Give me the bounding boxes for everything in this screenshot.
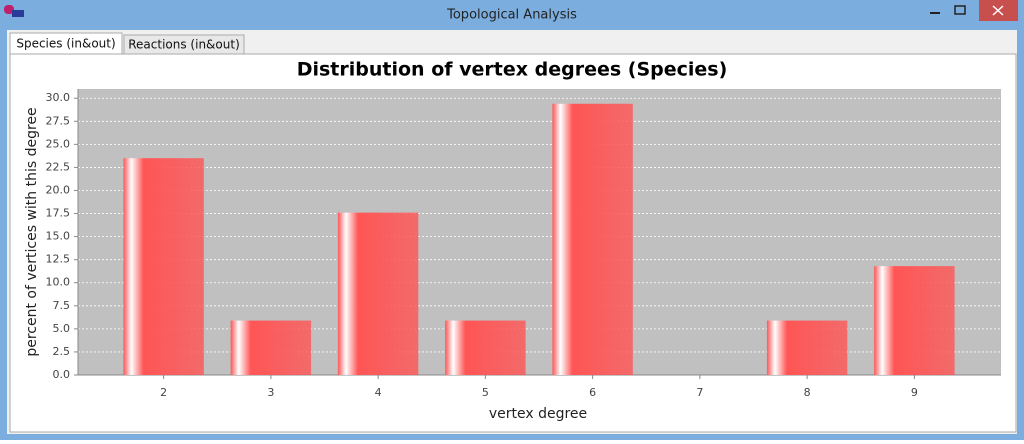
x-tick-label: 7 (696, 386, 703, 399)
y-tick-label: 0.0 (53, 368, 71, 381)
x-tick-label: 3 (267, 386, 274, 399)
x-tick-label: 9 (911, 386, 918, 399)
window-title: Topological Analysis (446, 8, 577, 23)
x-tick-label: 5 (482, 386, 489, 399)
y-tick-label: 10.0 (46, 276, 71, 289)
y-tick-label: 2.5 (53, 345, 71, 358)
x-tick-label: 8 (804, 386, 811, 399)
close-icon (992, 5, 1004, 16)
maximize-button[interactable] (954, 5, 966, 15)
bar (766, 320, 848, 375)
y-tick-label: 5.0 (53, 322, 71, 335)
x-tick-label: 2 (160, 386, 167, 399)
y-tick-label: 7.5 (53, 299, 71, 312)
x-axis-label: vertex degree (489, 406, 587, 422)
y-tick-label: 25.0 (46, 137, 71, 150)
x-tick-label: 6 (589, 386, 596, 399)
y-tick-label: 17.5 (46, 207, 71, 220)
y-tick-label: 15.0 (46, 230, 71, 243)
bar (874, 266, 955, 375)
y-tick-label: 22.5 (46, 160, 71, 173)
bar (230, 320, 312, 375)
minimize-button[interactable] (930, 12, 940, 14)
bar (552, 103, 633, 375)
y-tick-label: 20.0 (46, 183, 71, 196)
y-axis-label: percent of vertices with this degree (24, 107, 40, 356)
y-tick-label: 27.5 (46, 114, 71, 127)
bar (337, 212, 419, 375)
x-tick-label: 4 (375, 386, 382, 399)
app-icon (4, 5, 14, 14)
tab-label[interactable]: Reactions (in&out) (128, 38, 240, 52)
y-tick-label: 12.5 (46, 253, 71, 266)
chart-title: Distribution of vertex degrees (Species) (297, 59, 728, 81)
plot-area (78, 89, 1001, 375)
bar (445, 320, 526, 375)
bar (123, 158, 204, 375)
tab-label[interactable]: Species (in&out) (16, 37, 115, 51)
y-tick-label: 30.0 (46, 91, 71, 104)
app-icon-part (12, 10, 24, 17)
